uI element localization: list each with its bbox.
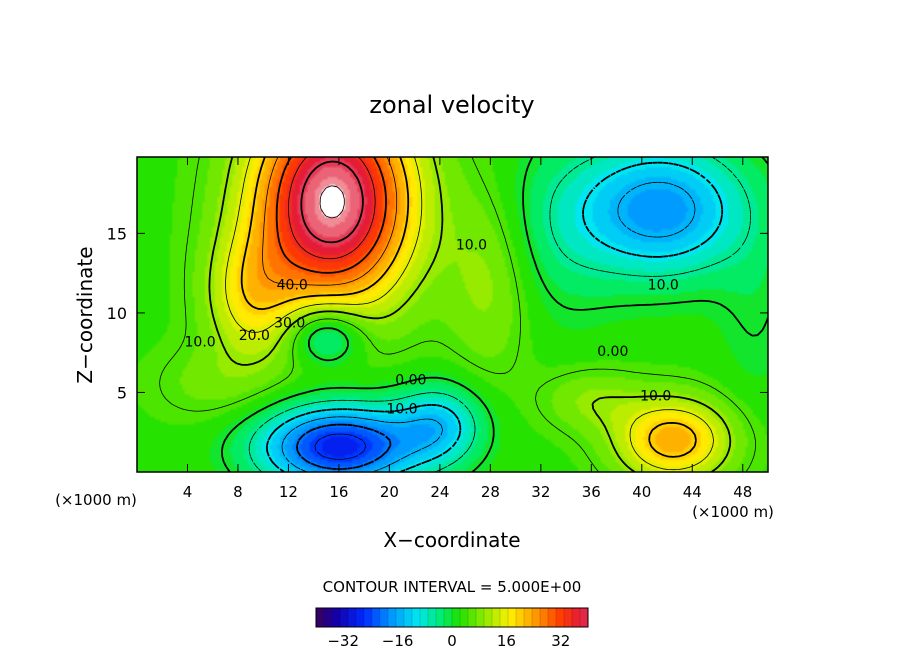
colorbar: −32 −16 0 16 32	[315, 607, 589, 650]
x-axis-label: X−coordinate	[383, 528, 520, 552]
x-tick-label: 28	[481, 483, 500, 501]
y-axis-ticks: 5 10 15	[107, 224, 768, 402]
x-tick-label: 44	[683, 483, 702, 501]
x-unit-left: (×1000 m)	[55, 491, 137, 509]
y-tick-label: 5	[117, 383, 127, 402]
x-tick-label: 20	[380, 483, 399, 501]
x-tick-label: 24	[430, 483, 449, 501]
contour-label: 10.0	[185, 335, 216, 351]
contour-label: 30.0	[274, 315, 305, 331]
x-tick-label: 48	[733, 483, 752, 501]
colorbar-cell	[452, 608, 461, 627]
colorbar-cell	[444, 608, 453, 627]
plot-frame	[136, 156, 769, 473]
colorbar-cell	[404, 608, 413, 627]
colorbar-tick-label: −16	[382, 632, 414, 650]
contour-line-neg20	[296, 423, 392, 470]
x-tick-label: 32	[531, 483, 550, 501]
colorbar-cell	[348, 608, 357, 627]
colorbar-cell	[468, 608, 477, 627]
colorbar-cell	[412, 608, 421, 627]
contour-line-40	[300, 160, 364, 244]
contour-label: 10.0	[640, 389, 671, 405]
colorbar-cell	[428, 608, 437, 627]
contour-line-30	[275, 157, 387, 274]
contour-interval-note: CONTOUR INTERVAL = 5.000E+00	[323, 578, 582, 596]
contour-line-25	[262, 157, 398, 286]
x-tick-label: 16	[329, 483, 348, 501]
colorbar-cell	[492, 608, 501, 627]
contour-label: 0.00	[395, 373, 426, 389]
colorbar-cell	[556, 608, 565, 627]
x-unit-right: (×1000 m)	[692, 503, 774, 521]
colorbar-cell	[380, 608, 389, 627]
contour-line-5	[159, 157, 756, 472]
colorbar-cell	[420, 608, 429, 627]
contour-line-neg25	[314, 433, 367, 460]
colorbar-cell	[316, 608, 325, 627]
colorbar-cell	[476, 608, 485, 627]
colorbar-tick-label: 32	[551, 632, 570, 650]
colorbar-cell	[324, 608, 333, 627]
colorbar-cell	[500, 608, 509, 627]
plot-area: 40.0 30.020.0 10.0 10.0 10.0 0.00 0.00 10.0 10.0	[136, 156, 769, 473]
x-tick-label: 4	[183, 483, 193, 501]
contour-label: 20.0	[239, 328, 270, 344]
colorbar-cell	[356, 608, 365, 627]
colorbar-cell	[372, 608, 381, 627]
contour-line-neg10	[266, 161, 724, 472]
colorbar-ticks: −32 −16 0 16 32	[327, 632, 570, 650]
colorbar-frame	[315, 607, 589, 628]
colorbar-cell	[460, 608, 469, 627]
y-axis-label: Z−coordinate	[73, 246, 97, 383]
contour-line-neg5	[248, 157, 751, 472]
colorbar-tick-label: 16	[497, 632, 516, 650]
contour-line-10	[208, 157, 732, 472]
colorbar-cell	[364, 608, 373, 627]
contour-line-neg15	[281, 181, 696, 472]
y-tick-label: 15	[107, 224, 127, 243]
colorbar-cell	[540, 608, 549, 627]
colorbar-cell	[508, 608, 517, 627]
colorbar-cell	[332, 608, 341, 627]
colorbar-cell	[524, 608, 533, 627]
contour-label: 0.00	[597, 344, 628, 360]
contour-line-20	[240, 157, 697, 458]
contour-label: 10.0	[456, 238, 487, 254]
x-tick-label: 12	[279, 483, 298, 501]
colorbar-cell	[516, 608, 525, 627]
colorbar-cell	[396, 608, 405, 627]
contour-label: 40.0	[277, 277, 308, 293]
heatmap-field	[137, 157, 768, 472]
contour-label: 10.0	[648, 277, 679, 293]
x-axis-ticks: 4 8 12 16 20 24 28 32 36 40 44 48	[183, 157, 752, 501]
colorbar-cell	[340, 608, 349, 627]
contour-line-0	[221, 157, 768, 472]
x-tick-label: 8	[233, 483, 243, 501]
contour-label: 10.0	[386, 401, 417, 417]
colorbar-cell	[388, 608, 397, 627]
y-tick-label: 10	[107, 304, 127, 323]
colorbar-tick-label: −32	[327, 632, 359, 650]
colorbar-cell	[580, 608, 589, 627]
x-tick-label: 36	[582, 483, 601, 501]
colorbar-cell	[436, 608, 445, 627]
colorbar-tick-label: 0	[447, 632, 457, 650]
colorbar-cell	[548, 608, 557, 627]
contour-lines	[159, 157, 768, 472]
x-tick-label: 40	[632, 483, 651, 501]
colorbar-cell	[572, 608, 581, 627]
contour-line-35	[288, 157, 376, 260]
contour-labels: 40.0 30.020.0 10.0 10.0 10.0 0.00 0.00 10.0 10.0	[185, 238, 679, 418]
colorbar-cell	[564, 608, 573, 627]
chart-title: zonal velocity	[369, 91, 534, 119]
colorbar-cell	[532, 608, 541, 627]
contour-line-15	[225, 157, 714, 471]
contour-line-45	[319, 185, 345, 219]
colorbar-cell	[484, 608, 493, 627]
colorbar-cells	[315, 608, 589, 627]
